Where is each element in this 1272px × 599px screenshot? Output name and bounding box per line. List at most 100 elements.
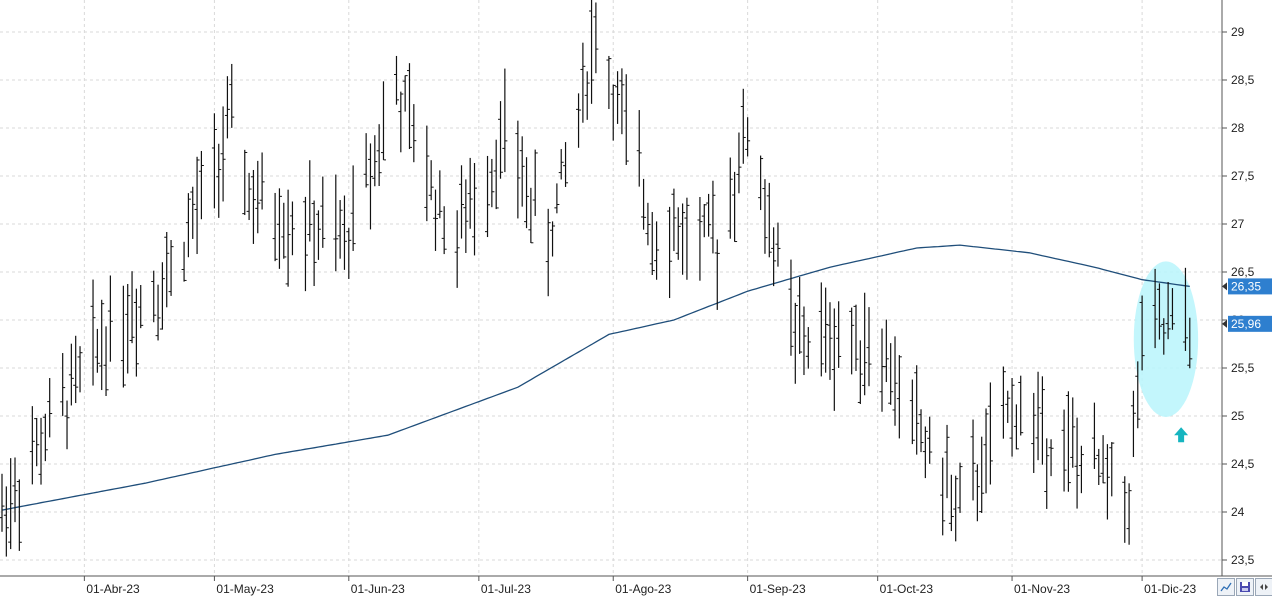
price-bar: [311, 200, 317, 287]
price-bar: [974, 464, 980, 522]
price-bar: [909, 379, 915, 445]
price-bar: [320, 176, 326, 248]
price-bar: [1182, 267, 1188, 351]
price-bar: [801, 306, 807, 376]
price-bar: [0, 473, 5, 532]
price-bar: [1009, 378, 1015, 457]
price-bar: [654, 221, 660, 280]
price-bar: [888, 343, 894, 405]
price-bar: [164, 231, 170, 308]
price-bar: [940, 457, 946, 536]
price-tag-label: 26,35: [1231, 279, 1261, 293]
price-bar: [47, 378, 53, 438]
price-bar: [1109, 442, 1115, 497]
price-bar: [138, 285, 144, 329]
price-tag-pointer: [1222, 282, 1227, 291]
price-bar: [818, 282, 824, 377]
price-bar: [766, 182, 772, 258]
price-bar: [636, 110, 642, 187]
y-tick-label: 25: [1231, 409, 1245, 423]
price-bar: [315, 210, 321, 260]
price-bar: [615, 71, 621, 124]
price-bar: [827, 302, 833, 380]
price-bar: [892, 336, 898, 426]
price-bar: [706, 193, 712, 237]
price-bar: [1152, 268, 1158, 349]
price-bar: [1130, 390, 1136, 458]
price-bar: [16, 479, 22, 551]
price-bar: [424, 125, 430, 222]
price-bar: [1126, 483, 1132, 545]
price-bar: [372, 135, 378, 187]
price-bar: [675, 207, 681, 260]
price-bar: [229, 63, 235, 128]
price-bar: [788, 259, 794, 356]
price-bar: [918, 409, 924, 453]
price-bar: [220, 106, 226, 202]
price-bar: [68, 343, 74, 406]
moving-average-series: [1, 244, 1190, 511]
price-bar: [823, 287, 829, 373]
price-bar: [198, 150, 204, 220]
price-bar: [1156, 283, 1162, 340]
price-bar: [1070, 397, 1076, 468]
trend-icon: [1220, 582, 1232, 592]
price-bar: [1000, 366, 1006, 439]
price-bar: [272, 192, 278, 262]
grid-lines: [0, 0, 1222, 576]
price-bar: [862, 292, 868, 396]
price-bar: [983, 408, 989, 494]
save-button[interactable]: [1236, 578, 1254, 596]
moving-average-line: [1, 244, 1190, 511]
y-tick-label: 28,5: [1231, 73, 1255, 87]
price-bar: [107, 275, 113, 362]
price-bar: [680, 203, 686, 275]
price-bar: [515, 120, 521, 219]
price-bar: [1035, 371, 1041, 461]
price-bar: [736, 132, 742, 194]
price-bar: [259, 152, 265, 210]
x-tick-label: 01-Ago-23: [615, 582, 671, 596]
price-bar: [467, 157, 473, 229]
x-tick-label: 01-Jul-23: [481, 582, 531, 596]
price-bar: [758, 155, 764, 211]
price-bar: [441, 206, 447, 255]
price-bar: [1122, 476, 1128, 543]
price-bar: [641, 178, 647, 230]
price-bar: [60, 353, 66, 416]
scroll-button[interactable]: [1255, 578, 1272, 596]
price-bar: [190, 186, 196, 239]
price-bar: [1078, 445, 1084, 494]
price-bar: [281, 202, 287, 259]
price-bar: [545, 208, 551, 297]
price-bar: [792, 302, 798, 384]
price-bar: [155, 284, 161, 341]
highlight-area: [1133, 261, 1199, 418]
price-bar: [120, 285, 126, 388]
price-bar: [697, 196, 703, 281]
y-tick-label: 25,5: [1231, 361, 1255, 375]
price-bar: [185, 193, 191, 258]
price-bar: [1096, 448, 1102, 486]
price-bar: [94, 328, 100, 373]
price-bar: [623, 74, 629, 165]
price-bar: [380, 81, 386, 161]
price-bar: [38, 417, 44, 485]
price-bar: [224, 76, 230, 139]
price-tag-price: 25,96: [1222, 315, 1272, 332]
price-bar: [883, 319, 889, 383]
price-bar: [1005, 390, 1011, 423]
price-bar: [740, 88, 746, 164]
price-bar: [979, 436, 985, 514]
up-arrow-icon: [1174, 427, 1189, 443]
price-bar: [255, 160, 261, 234]
price-bar: [333, 174, 339, 272]
price-bar: [1091, 402, 1097, 469]
price-bar: [168, 240, 174, 296]
price-bar: [714, 239, 720, 310]
price-bar: [103, 326, 109, 397]
zoom-fit-button[interactable]: [1217, 578, 1235, 596]
price-bar: [1139, 295, 1145, 371]
price-bar: [211, 113, 217, 209]
